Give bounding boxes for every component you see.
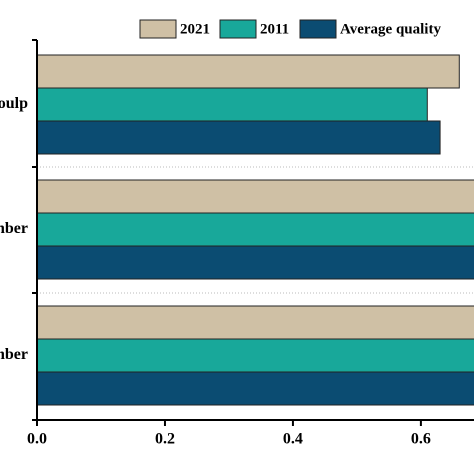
x-tick-label: 0.6 [411, 431, 431, 448]
y-tick-label: nber [0, 220, 28, 237]
legend-swatch [299, 19, 337, 39]
legend-label: 2011 [260, 21, 289, 37]
y-tick-label: mber [0, 346, 28, 363]
bar [37, 212, 474, 247]
bar [37, 305, 474, 340]
plot-area [37, 54, 474, 406]
x-tick-label: 0.0 [27, 431, 47, 448]
bar [37, 371, 474, 406]
bar [37, 54, 460, 89]
x-tick-label: 0.4 [283, 431, 303, 448]
x-tick-label: 0.2 [155, 431, 175, 448]
legend-swatch [139, 19, 177, 39]
bar [37, 120, 441, 155]
legend-label: Average quality [340, 21, 441, 37]
bar [37, 245, 474, 280]
bar [37, 338, 474, 373]
legend-label: 2021 [180, 21, 210, 37]
bar [37, 87, 428, 122]
bar [37, 179, 474, 214]
y-tick-label: oulp [0, 95, 28, 112]
legend-swatch [219, 19, 257, 39]
